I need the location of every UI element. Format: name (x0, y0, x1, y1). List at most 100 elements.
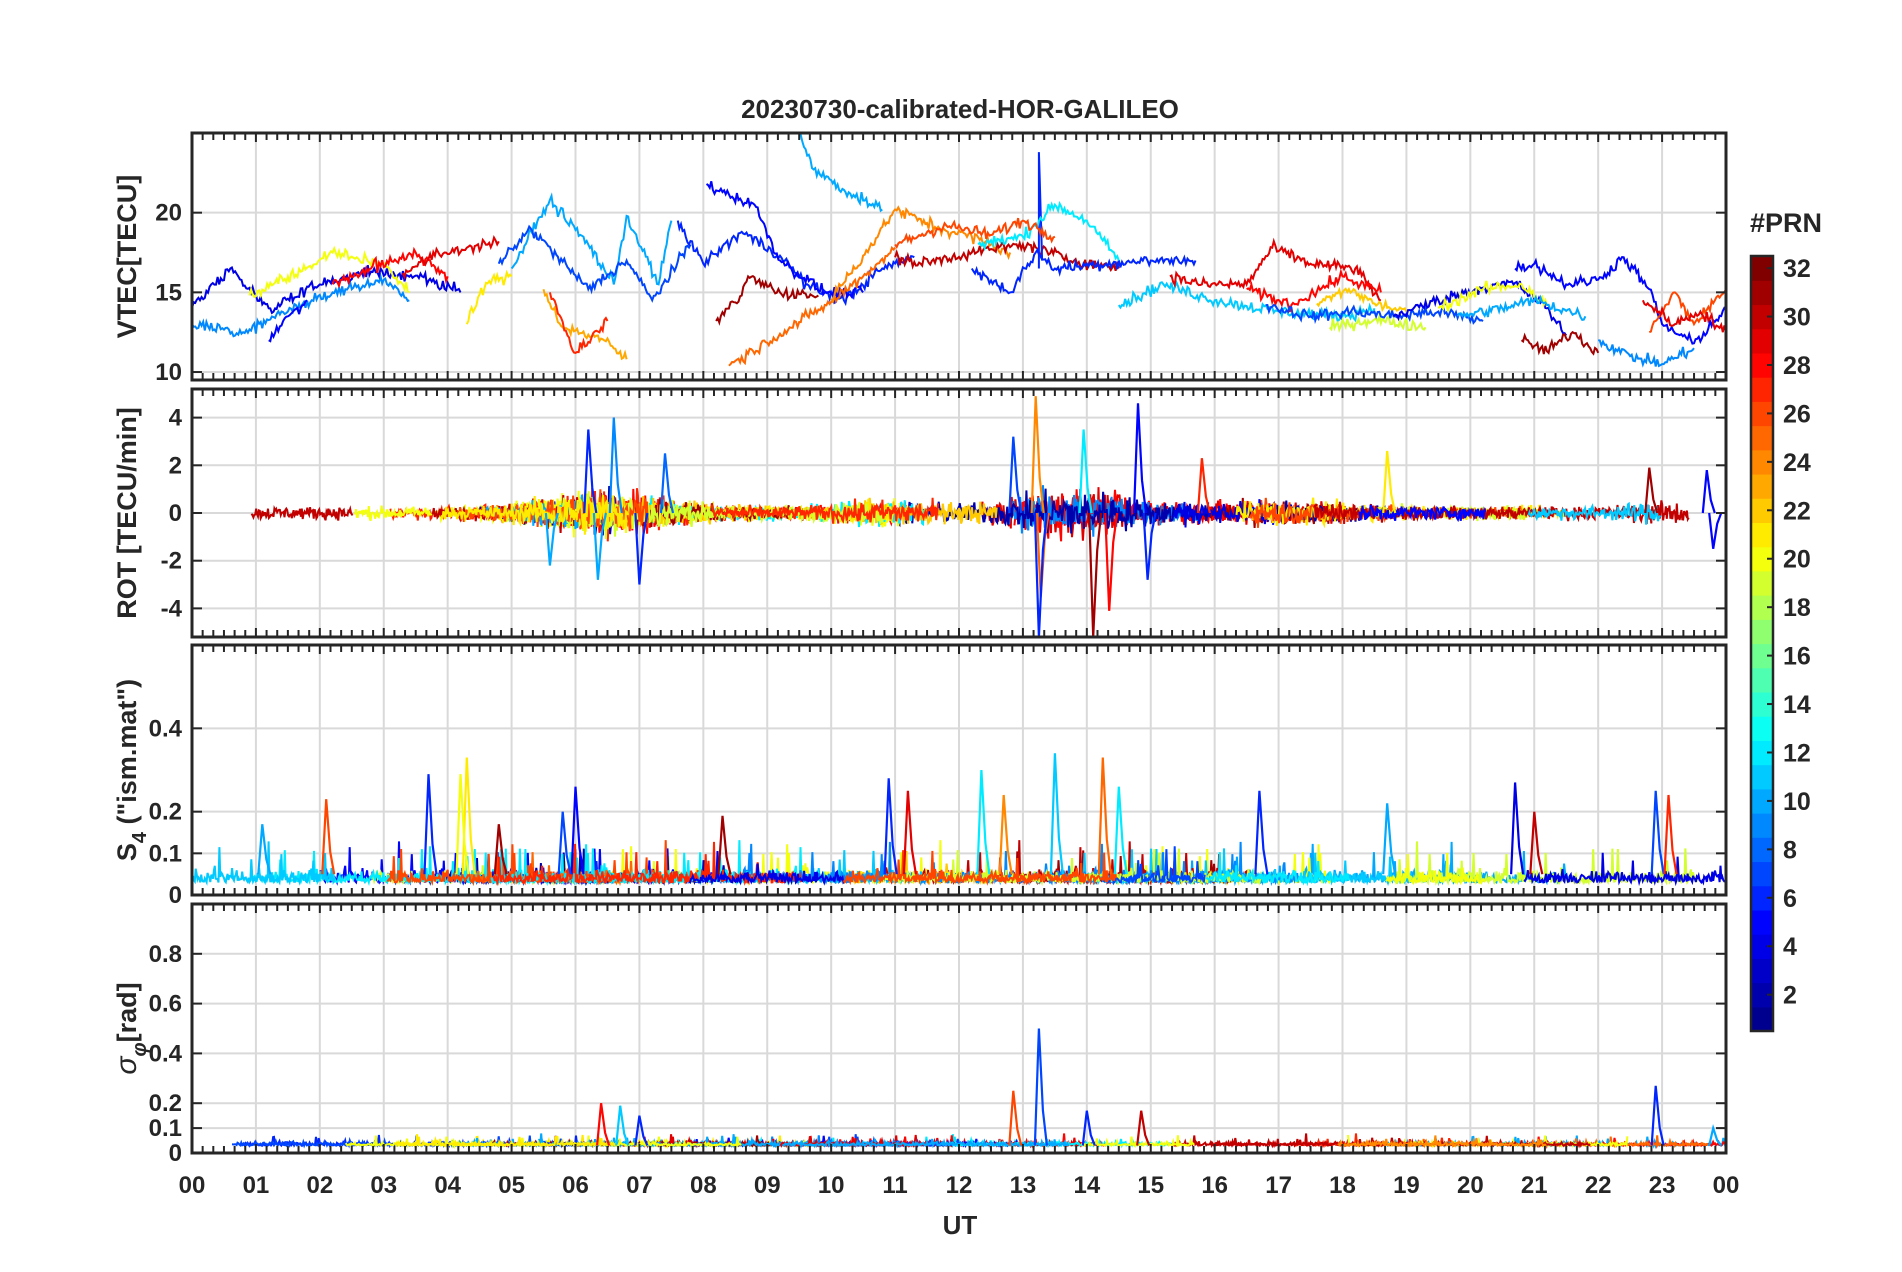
rot-spike (634, 512, 649, 585)
colorbar-tick-label: 32 (1783, 255, 1811, 283)
s4-noise-trace (1205, 852, 1351, 887)
colorbar-level (1751, 377, 1773, 402)
y-tick-label: 0.6 (149, 991, 182, 1018)
s4-spike (570, 786, 585, 875)
series-vtec (192, 133, 1726, 368)
x-tick-label: 06 (562, 1172, 589, 1199)
s4-spike (1097, 757, 1112, 875)
y-tick-label: 10 (155, 359, 182, 386)
colorbar-level (1751, 885, 1773, 911)
x-tick-labels: 00 01 02 03 04 05 06 07 08 09 10 11 12 13 14 15 16 17 18 19… (179, 1172, 1740, 1199)
vtec-series-line (1648, 288, 1726, 334)
s4-noise-trace (492, 841, 802, 887)
colorbar-level (1751, 401, 1773, 427)
s4-noise-trace (1101, 846, 1206, 886)
rot-noise-trace (440, 494, 629, 535)
vtec-series-line (1514, 255, 1726, 345)
s4-spike (1113, 786, 1128, 875)
colorbar-tick-label: 2 (1783, 982, 1797, 1010)
colorbar-level (1751, 619, 1773, 645)
s4-spike (1650, 790, 1665, 875)
colorbar-level (1751, 425, 1773, 451)
rot-spike (659, 453, 675, 514)
rot-spike (544, 512, 559, 566)
colorbar-level (1751, 909, 1773, 935)
colorbar-tick-label: 8 (1783, 836, 1797, 864)
sigma_phi-spike (1033, 1028, 1048, 1146)
x-tick-label: 21 (1521, 1172, 1548, 1199)
series-sigma_phi (231, 1028, 1726, 1150)
x-tick-label: 11 (882, 1172, 907, 1199)
vtec-series-line (548, 292, 609, 354)
vtec-series-line (1456, 294, 1587, 322)
x-tick-label: 16 (1201, 1172, 1228, 1199)
y-axis-label-vtec: VTEC[TECU] (112, 175, 142, 339)
vtec-series-line (1520, 330, 1600, 356)
colorbar-level (1751, 716, 1773, 741)
x-tick-label: 01 (243, 1172, 270, 1199)
series-s4 (192, 753, 1726, 887)
vtec-series-line (1246, 268, 1382, 313)
rot-spike (1701, 469, 1716, 514)
x-tick-label: 09 (754, 1172, 781, 1199)
vtec-series-line (1316, 286, 1408, 313)
sigma_phi-spike (1081, 1110, 1096, 1146)
sigma_phi-noise-trace (1337, 1135, 1547, 1149)
s4-spike (423, 774, 438, 875)
y-tick-label: 15 (155, 279, 182, 306)
colorbar-tick-label: 28 (1783, 352, 1811, 380)
sigma_phi-spike (1708, 1124, 1723, 1147)
vtec-series-line (894, 217, 1056, 249)
colorbar-level (1751, 934, 1773, 959)
y-tick-label: 0.1 (149, 1115, 182, 1142)
vtec-series-line (1265, 302, 1484, 325)
colorbar-level (1751, 595, 1773, 620)
panel-rot: -4 -2 0 2 4 ROT [TECU/min] (112, 387, 1728, 639)
s4-spike (1529, 811, 1544, 875)
colorbar-level (1751, 522, 1773, 548)
colorbar-level (1751, 280, 1773, 306)
x-tick-label: 22 (1585, 1172, 1612, 1199)
rot-spike (1033, 512, 1048, 637)
vtec-series-line (1037, 152, 1044, 269)
x-tick-label: 10 (818, 1172, 845, 1199)
x-tick-label: 02 (306, 1172, 333, 1199)
y-tick-label: 0 (169, 882, 182, 909)
colorbar-level (1751, 958, 1773, 984)
sigma_phi-spike (634, 1115, 649, 1146)
vtec-series-line (728, 245, 896, 367)
colorbar-level (1751, 740, 1773, 766)
vtec-series-line (192, 265, 462, 315)
vtec-series-line (970, 247, 1197, 295)
vtec-series-line (465, 269, 513, 325)
x-tick-label: 14 (1073, 1172, 1100, 1199)
rot-spike (1382, 450, 1397, 514)
x-tick-label: 17 (1265, 1172, 1292, 1199)
vtec-series-line (401, 234, 500, 280)
colorbar-tick-label: 30 (1783, 304, 1811, 332)
vtec-series-line (1328, 312, 1427, 333)
y-tick-label: 0.2 (149, 1090, 182, 1117)
colorbar-label: #PRN (1750, 208, 1822, 238)
s4-spike (717, 815, 732, 875)
chart-title: 20230730-calibrated-HOR-GALILEO (741, 94, 1179, 124)
sigma_phi-spike (1008, 1090, 1023, 1146)
vtec-series-line (510, 192, 673, 286)
colorbar-level (1751, 304, 1773, 330)
s4-spike (1510, 782, 1525, 875)
colorbar-tick-label: 10 (1783, 788, 1811, 816)
s4-spike (493, 824, 508, 875)
colorbar-level (1751, 546, 1773, 572)
vtec-series-line (1598, 339, 1695, 368)
vtec-series-line (830, 205, 1012, 304)
rot-noise-trace (1527, 501, 1662, 525)
colorbar-tick-label: 18 (1783, 594, 1811, 622)
panel-vtec: 10 15 20 VTEC[TECU] (112, 131, 1728, 386)
sigma_phi-noise-trace (394, 1134, 619, 1149)
s4-spike (321, 799, 336, 875)
s4-spike (1382, 803, 1397, 875)
vtec-series-line (497, 224, 692, 303)
x-tick-label: 00 (179, 1172, 206, 1199)
